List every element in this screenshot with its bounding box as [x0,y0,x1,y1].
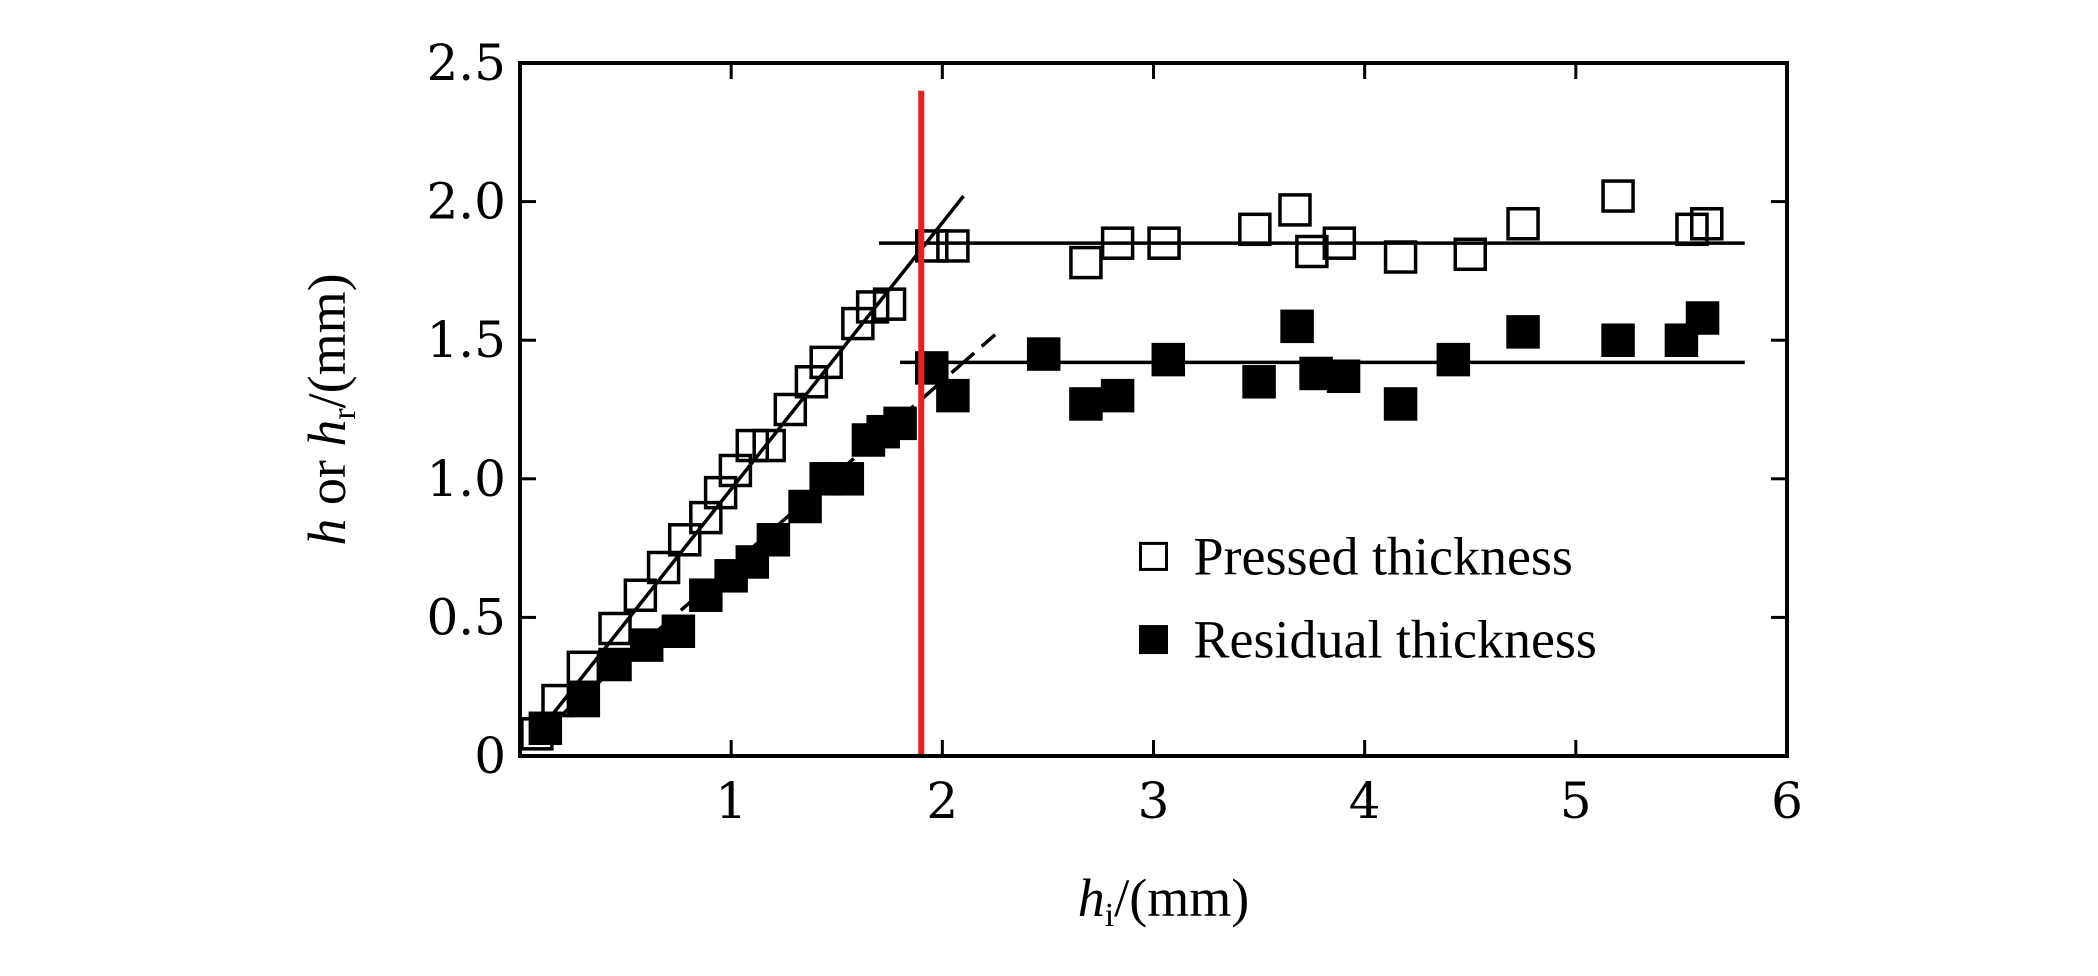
pressed-point-32 [1690,207,1724,241]
legend-label-residual: Residual thickness [1194,610,1597,670]
residual-point-27 [1506,315,1540,349]
residual-point-0 [528,711,563,746]
pressed-point-6 [667,523,702,557]
pressed-point-16 [855,290,890,324]
y-tick-label-1: 0.5 [426,588,506,646]
pressed-point-2 [566,650,601,685]
residual-point-7 [735,545,770,579]
x-tick-label-1: 2 [926,772,958,830]
residual-point-30 [1685,301,1720,335]
pressed-point-3 [598,611,632,646]
residual-point-26 [1436,342,1471,377]
residual-point-17 [1026,337,1061,371]
x-tick-label-2: 3 [1138,772,1170,830]
pressed-point-18 [915,229,949,263]
pressed-point-9 [718,453,753,488]
residual-point-18 [1069,387,1103,421]
residual-point-11 [830,462,865,496]
pressed-point-28 [1453,237,1487,272]
pressed-point-17 [872,287,907,321]
residual-point-3 [629,628,664,662]
residual-point-1 [566,683,601,718]
data-points [520,179,1724,751]
pressed-point-5 [646,550,681,585]
pressed-point-27 [1383,240,1418,274]
residual-point-23 [1299,356,1333,391]
pressed-point-12 [773,392,808,427]
pressed-point-29 [1506,207,1540,241]
pressed-point-30 [1601,179,1635,213]
pressed-point-21 [1100,226,1135,260]
pressed-point-23 [1238,212,1272,247]
pressed-point-10 [735,428,770,463]
y-tick-label-5: 2.5 [426,34,506,92]
residual-point-14 [883,406,917,441]
residual-point-2 [598,647,632,682]
y-tick-label-2: 1.0 [426,450,506,508]
residual-point-21 [1242,365,1276,399]
legend-filled-square-icon [1139,625,1168,655]
x-tick-label-4: 5 [1560,772,1592,830]
residual-point-9 [788,489,822,524]
pressed-point-14 [809,345,843,380]
legend-open-square-icon [1139,541,1168,571]
residual-point-22 [1280,309,1314,344]
x-tick-label-3: 4 [1349,772,1381,830]
y-tick-label-0: 0 [474,727,506,785]
residual-point-16 [936,378,970,413]
x-tick-label-0: 1 [715,772,747,830]
legend-label-pressed: Pressed thickness [1194,526,1573,586]
residual-point-20 [1151,342,1186,377]
axis-ticks: 1 2 3 4 5 6 0 0.5 1.0 1.5 2.0 2.5 [426,34,1802,830]
pressed-point-11 [752,428,786,463]
pressed-point-25 [1295,234,1329,269]
x-axis-title: hi/(mm) [1078,868,1249,934]
pressed-point-22 [1147,226,1181,260]
y-tick-label-3: 1.5 [426,311,506,369]
pressed-point-24 [1278,193,1312,227]
residual-point-19 [1100,378,1135,413]
y-tick-label-4: 2.0 [426,173,506,231]
pressed-point-4 [623,578,658,612]
pressed-point-20 [1069,245,1103,280]
residual-point-8 [756,523,791,557]
legend: Pressed thickness Residual thickness [1139,526,1597,670]
pressed-point-26 [1322,226,1357,260]
pressed-point-19 [936,229,970,263]
x-tick-label-5: 6 [1771,772,1803,830]
residual-point-24 [1326,359,1361,393]
y-axis-title: h or hr/(mm) [297,273,363,545]
residual-point-25 [1383,387,1418,421]
residual-point-4 [661,614,696,649]
residual-point-28 [1601,323,1635,357]
